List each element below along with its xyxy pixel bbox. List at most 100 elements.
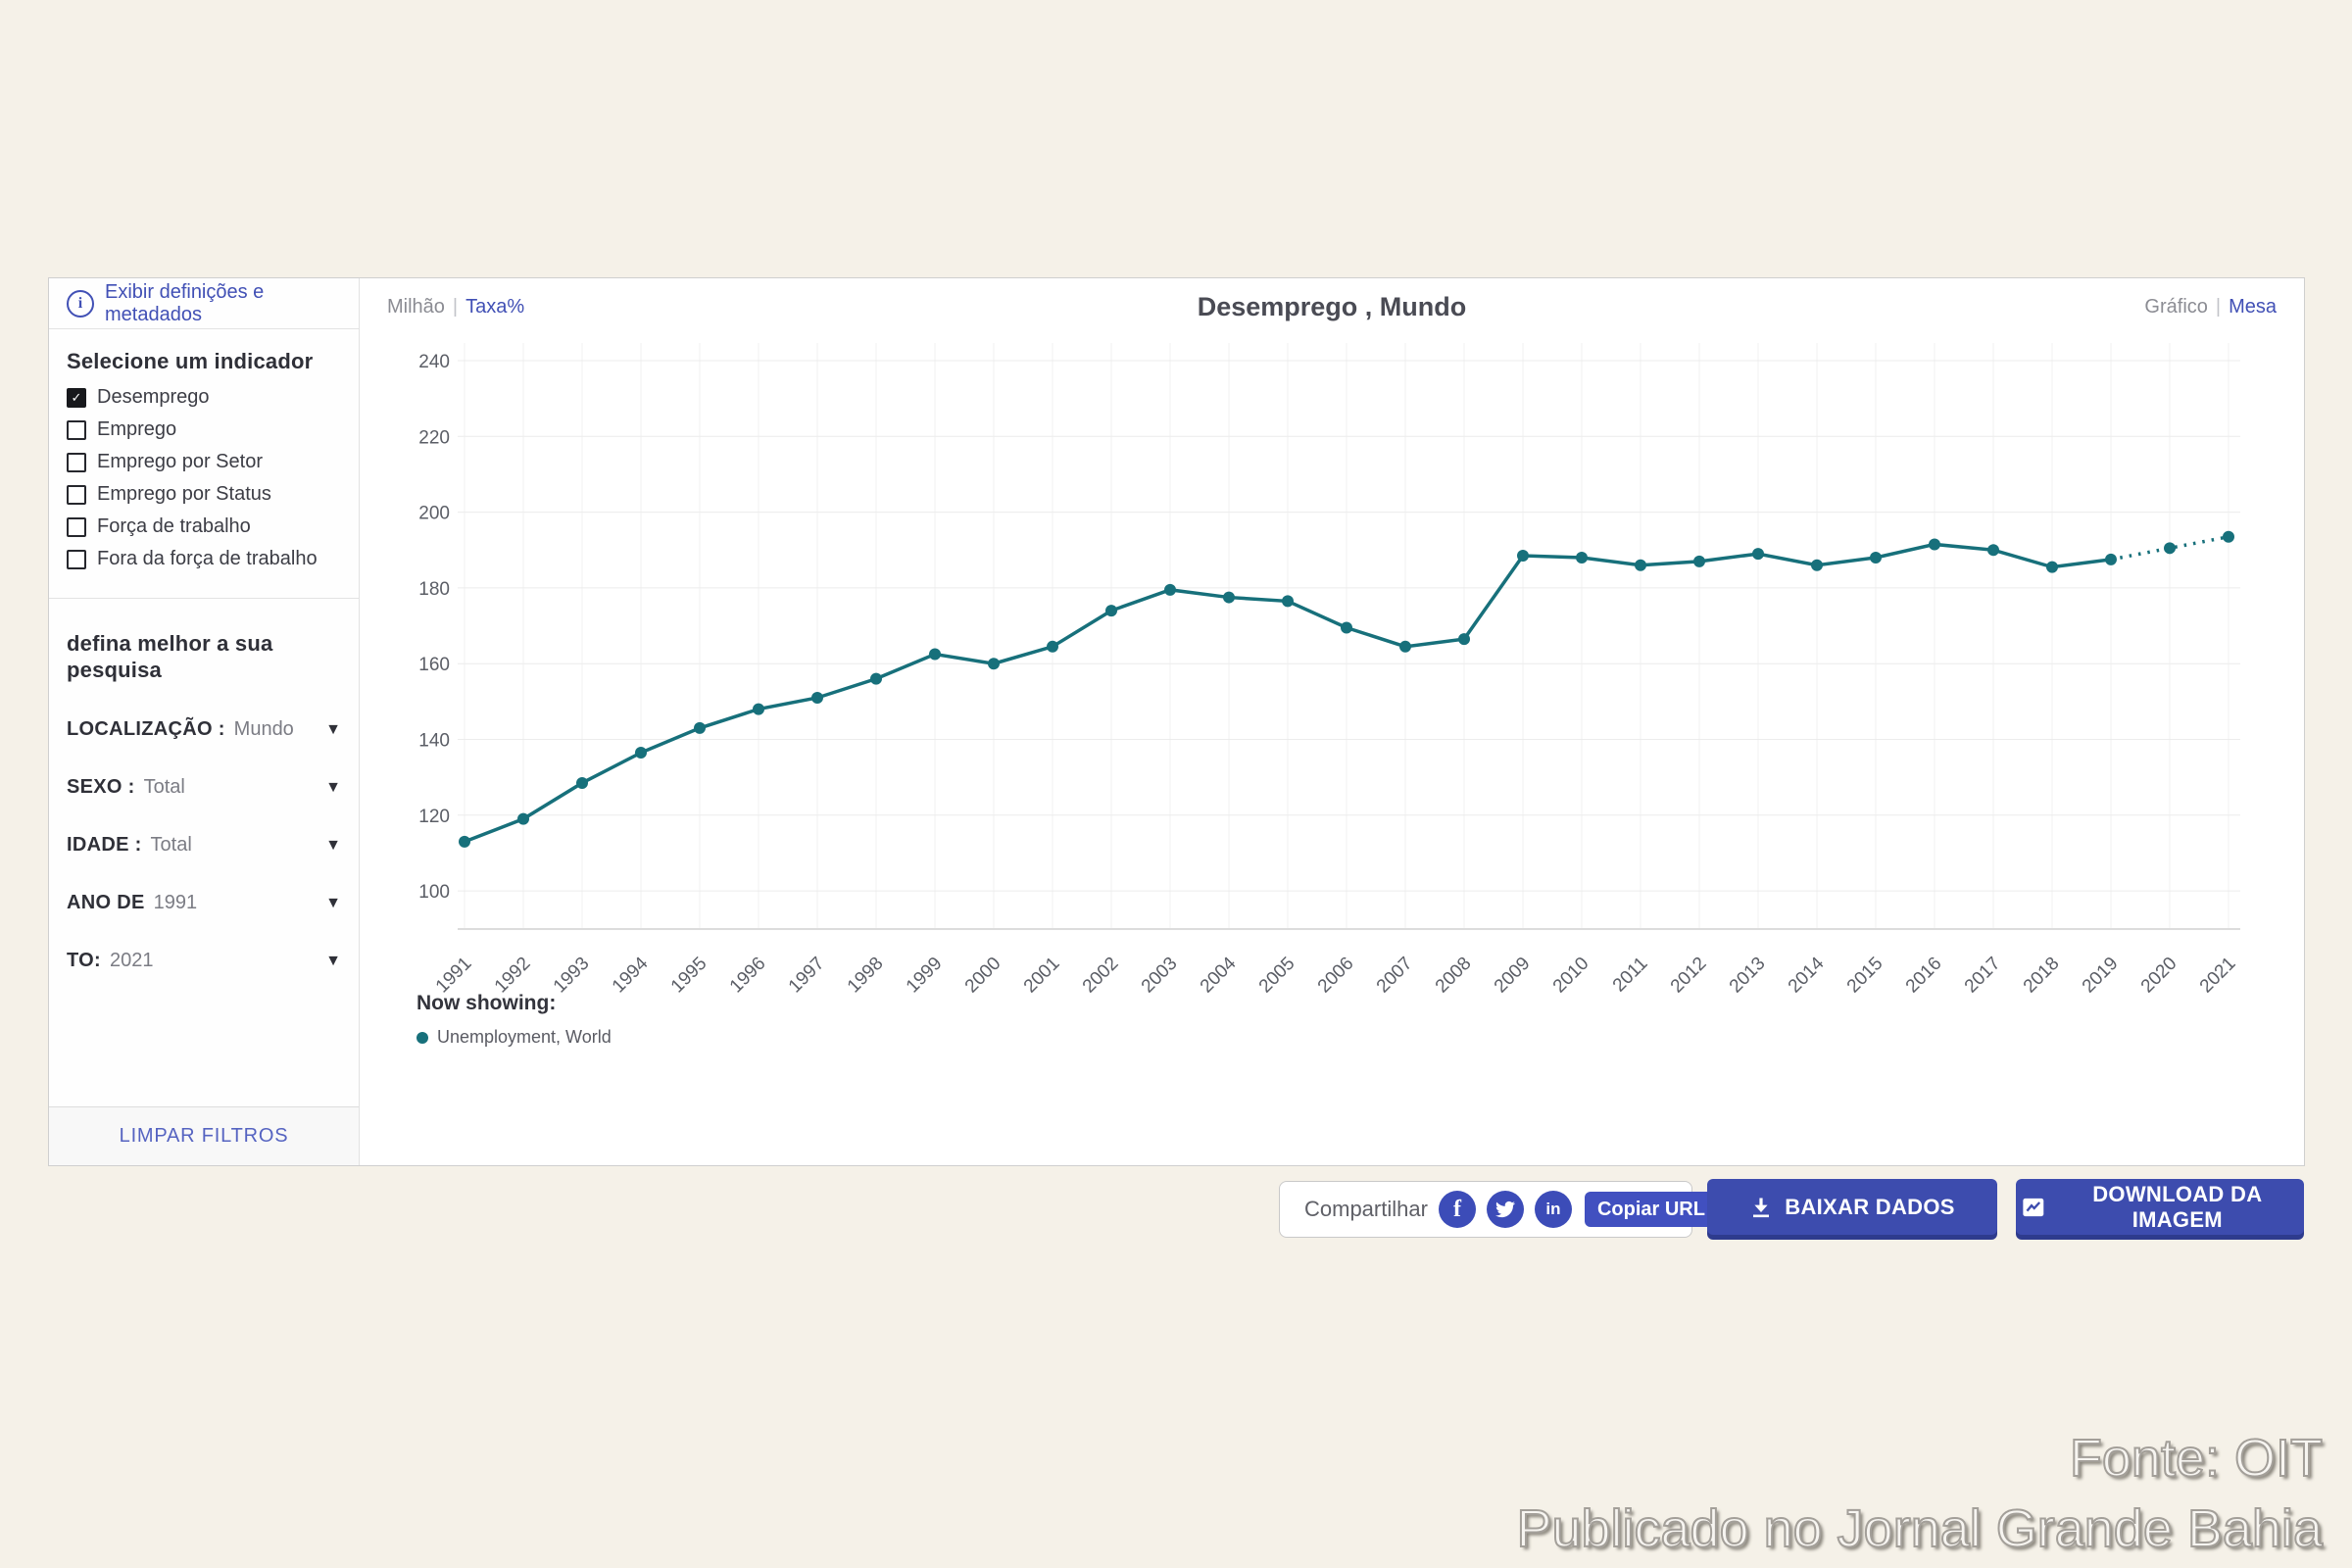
chevron-down-icon[interactable]: ▼ <box>325 720 341 738</box>
svg-text:140: 140 <box>418 731 450 752</box>
line-chart: 100 120 140 160 180 200 220 240 1991 1992 1993 1994… <box>418 343 2240 998</box>
svg-text:100: 100 <box>418 882 450 903</box>
share-label: Compartilhar <box>1304 1197 1428 1221</box>
download-data-button[interactable]: BAIXAR DADOS <box>1707 1179 1997 1235</box>
filter-value: 1991 <box>153 892 198 913</box>
download-image-button[interactable]: DOWNLOAD DA IMAGEM <box>2016 1179 2304 1235</box>
show-definitions-label: Exibir definições e metadados <box>105 280 265 325</box>
chevron-down-icon[interactable]: ▼ <box>325 778 341 796</box>
checkbox-icon[interactable] <box>67 452 86 472</box>
filter-label: TO: <box>67 950 101 971</box>
indicator-section: Selecione um indicador ✓ Desemprego Empreg… <box>49 329 359 599</box>
filter-value: Total <box>150 834 192 856</box>
unit-toggle-taxa[interactable]: Taxa% <box>466 296 525 318</box>
indicator-label: Força de trabalho <box>97 515 251 537</box>
indicator-heading: Selecione um indicador <box>67 349 314 373</box>
clear-filters-button[interactable]: LIMPAR FILTROS <box>49 1106 359 1165</box>
watermark: Fonte: OIT Publicado no Jornal Grande Ba… <box>1515 1423 2324 1564</box>
filter-localizacao[interactable]: LOCALIZAÇÃO : Mundo ▼ <box>67 718 341 741</box>
svg-text:200: 200 <box>418 504 450 524</box>
download-data-label: BAIXAR DADOS <box>1785 1194 1955 1219</box>
series-dot-icon <box>416 1031 428 1044</box>
svg-text:1996: 1996 <box>726 954 770 998</box>
refine-section: defina melhor a sua pesquisa LOCALIZAÇÃO… <box>49 599 359 1025</box>
svg-text:2015: 2015 <box>1843 954 1887 998</box>
svg-text:2011: 2011 <box>1609 954 1652 997</box>
filter-value: 2021 <box>109 950 154 971</box>
svg-text:2019: 2019 <box>2079 954 2123 998</box>
svg-text:1991: 1991 <box>432 954 476 998</box>
indicator-fora-da-forca-de-trabalho[interactable]: Fora da força de trabalho <box>67 548 341 570</box>
filter-list: LOCALIZAÇÃO : Mundo ▼ SEXO : Total ▼ IDADE : To… <box>67 718 341 972</box>
filter-label: LOCALIZAÇÃO : <box>67 718 225 740</box>
svg-text:2013: 2013 <box>1726 954 1770 998</box>
svg-text:2000: 2000 <box>961 954 1005 998</box>
view-toggle-separator: | <box>2215 296 2222 318</box>
indicator-label: Fora da força de trabalho <box>97 548 318 569</box>
svg-text:2001: 2001 <box>1020 954 1064 998</box>
filter-value: Mundo <box>233 718 294 740</box>
indicator-emprego-por-setor[interactable]: Emprego por Setor <box>67 451 341 473</box>
checkbox-icon[interactable] <box>67 516 86 537</box>
chevron-down-icon[interactable]: ▼ <box>325 836 341 854</box>
svg-text:2014: 2014 <box>1785 953 1829 997</box>
share-box: Compartilhar f in Copiar URL <box>1279 1181 1718 1238</box>
unit-toggle: Milhão | Taxa% <box>387 296 524 318</box>
view-toggle-mesa[interactable]: Mesa <box>2229 296 2277 318</box>
filter-value: Total <box>143 776 185 798</box>
filter-label: ANO DE <box>67 892 145 913</box>
sidebar: i Exibir definições e metadados Selecion… <box>49 278 360 1165</box>
filter-to[interactable]: TO: 2021 ▼ <box>67 950 341 972</box>
chart-region: Milhão | Taxa% Gráfico | Mesa Desemprego , M… <box>360 278 2304 1165</box>
chart-title: Desemprego , Mundo <box>1197 292 1467 321</box>
indicator-desemprego[interactable]: ✓ Desemprego <box>67 386 341 409</box>
chevron-down-icon[interactable]: ▼ <box>325 952 341 969</box>
filter-sexo[interactable]: SEXO : Total ▼ <box>67 776 341 799</box>
svg-text:2004: 2004 <box>1197 953 1241 997</box>
indicator-label: Emprego por Setor <box>97 451 263 472</box>
svg-text:180: 180 <box>418 579 450 600</box>
filter-label: SEXO : <box>67 776 135 798</box>
svg-text:220: 220 <box>418 427 450 448</box>
indicator-emprego-por-status[interactable]: Emprego por Status <box>67 483 341 506</box>
svg-text:2017: 2017 <box>1961 954 2005 998</box>
download-icon <box>1753 1198 1770 1217</box>
svg-text:2016: 2016 <box>1902 954 1946 998</box>
unit-toggle-milhao[interactable]: Milhão <box>387 296 445 318</box>
facebook-icon[interactable]: f <box>1438 1191 1476 1228</box>
indicator-label: Emprego <box>97 418 177 440</box>
filter-ano-de[interactable]: ANO DE 1991 ▼ <box>67 892 341 914</box>
download-image-label: DOWNLOAD DA IMAGEM <box>2092 1181 2263 1232</box>
watermark-source-line: Fonte: OIT <box>2069 1428 2324 1489</box>
sidebar-spacer <box>49 1025 359 1106</box>
svg-text:2003: 2003 <box>1138 954 1182 998</box>
svg-text:1992: 1992 <box>491 954 535 998</box>
svg-text:2006: 2006 <box>1314 954 1358 998</box>
chart-header: Milhão | Taxa% Gráfico | Mesa <box>387 296 2277 318</box>
checkbox-icon[interactable] <box>67 549 86 569</box>
show-definitions-link[interactable]: i Exibir definições e metadados <box>49 278 359 329</box>
linkedin-icon[interactable]: in <box>1534 1191 1572 1228</box>
svg-text:2007: 2007 <box>1373 954 1417 998</box>
indicator-label: Desemprego <box>97 386 210 408</box>
indicator-forca-de-trabalho[interactable]: Força de trabalho <box>67 515 341 538</box>
indicator-label: Emprego por Status <box>97 483 271 505</box>
checkbox-icon[interactable] <box>67 484 86 505</box>
svg-text:2005: 2005 <box>1255 954 1299 998</box>
svg-text:160: 160 <box>418 655 450 675</box>
checked-checkbox-icon[interactable]: ✓ <box>67 387 86 408</box>
legend-series-label: Unemployment, World <box>437 1027 612 1047</box>
indicator-emprego[interactable]: Emprego <box>67 418 341 441</box>
checkbox-icon[interactable] <box>67 419 86 440</box>
twitter-icon[interactable] <box>1486 1191 1524 1228</box>
legend-item: Unemployment, World <box>416 1027 612 1048</box>
svg-text:2002: 2002 <box>1079 954 1123 998</box>
view-toggle-grafico[interactable]: Gráfico <box>2144 296 2208 318</box>
filter-idade[interactable]: IDADE : Total ▼ <box>67 834 341 857</box>
svg-text:1993: 1993 <box>550 954 594 998</box>
chevron-down-icon[interactable]: ▼ <box>325 894 341 911</box>
svg-text:2018: 2018 <box>2020 954 2064 998</box>
chart-legend: Now showing: Unemployment, World <box>416 992 612 1048</box>
copy-url-button[interactable]: Copiar URL <box>1584 1192 1718 1227</box>
svg-text:120: 120 <box>418 807 450 827</box>
